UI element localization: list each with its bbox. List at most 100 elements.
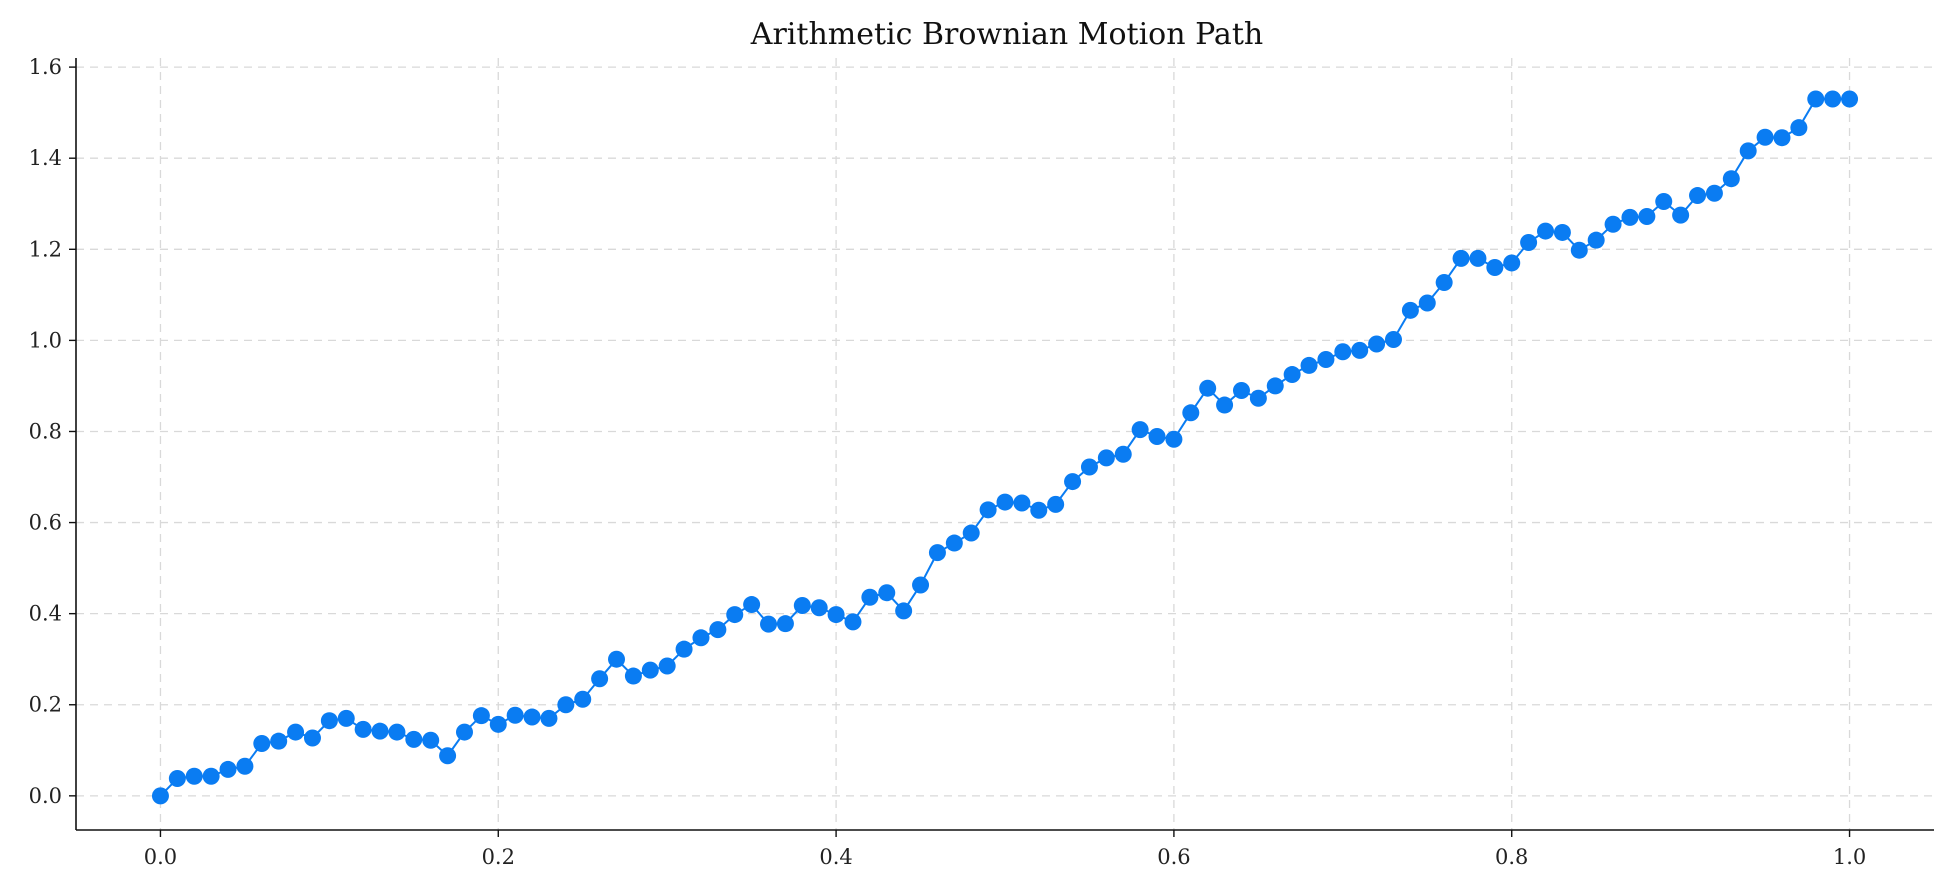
data-point [270,732,288,750]
data-point [1604,215,1622,233]
x-tick-label: 1.0 [1833,845,1866,869]
tick-labels: 0.0 0.2 0.4 0.6 0.8 1.0 1.2 1.4 1.6 0.0 0.2 0.4 0.6 0… [29,55,1867,869]
data-point [793,596,811,614]
data-point [945,534,963,552]
data-point [1199,379,1217,397]
data-point [489,715,507,733]
data-point [1824,90,1842,108]
data-point [1216,396,1234,414]
data-point [506,706,524,724]
data-point [692,629,710,647]
data-point [1705,184,1723,202]
y-tick-label: 0.2 [29,693,62,717]
data-point [1486,259,1504,277]
x-tick-label: 0.6 [1157,845,1190,869]
data-point [287,723,305,741]
data-point [878,584,896,602]
data-point [979,501,997,519]
data-point [202,767,220,785]
data-point [743,596,761,614]
data-point [354,720,372,738]
data-point [1756,128,1774,146]
data-point [1317,351,1335,369]
axes [69,58,1934,837]
data-point [1300,356,1318,374]
data-point [1384,330,1402,348]
data-point [1689,187,1707,205]
data-point [1587,231,1605,249]
data-point [219,760,237,778]
data-point [641,661,659,679]
y-tick-label: 0.8 [29,419,62,443]
data-point [1266,377,1284,395]
series-layer [151,90,1859,805]
data-point [1672,206,1690,224]
data-point [709,621,727,639]
data-point [1503,254,1521,272]
data-point [1638,207,1656,225]
data-point [388,723,406,741]
data-point [895,602,913,620]
data-point [1520,233,1538,251]
data-point [151,787,169,805]
data-point [928,544,946,562]
data-point [726,606,744,624]
data-point [1722,170,1740,188]
data-point [540,709,558,727]
data-point [861,588,879,606]
data-point [455,723,473,741]
data-point [1114,445,1132,463]
data-point [1553,223,1571,241]
data-point [371,722,389,740]
data-point [574,690,592,708]
data-point [1655,192,1673,210]
data-point [912,576,930,594]
data-point [1148,427,1166,445]
series-line-0 [159,97,1850,797]
y-tick-label: 0.6 [29,511,62,535]
data-point [557,696,575,714]
data-point [1351,341,1369,359]
data-point [658,657,676,675]
data-point [608,650,626,668]
x-tick-label: 0.4 [819,845,852,869]
y-tick-label: 1.0 [29,328,62,352]
data-point [1080,458,1098,476]
data-point [844,613,862,631]
y-tick-label: 1.4 [29,146,62,170]
grid [76,58,1934,830]
data-point [1165,430,1183,448]
data-point [1790,119,1808,137]
data-point [1283,366,1301,384]
y-tick-label: 0.4 [29,602,62,626]
data-point [303,729,321,747]
chart-title: Arithmetic Brownian Motion Path [750,17,1263,52]
data-point [962,524,980,542]
data-point [523,708,541,726]
data-point [1537,222,1555,240]
y-tick-label: 0.0 [29,784,62,808]
data-point [1841,90,1859,108]
data-point [1773,129,1791,147]
x-tick-label: 0.8 [1495,845,1528,869]
data-point [1064,473,1082,491]
x-tick-label: 0.2 [482,845,515,869]
data-point [1013,494,1031,512]
data-point [472,707,490,725]
y-tick-label: 1.6 [29,55,62,79]
data-point [1807,90,1825,108]
data-point [1182,404,1200,422]
data-point [1047,495,1065,513]
data-point [337,709,355,727]
data-point [1401,301,1419,319]
data-point [405,730,423,748]
data-point [168,770,186,788]
data-point [1030,501,1048,519]
data-point [1334,343,1352,361]
data-point [1418,294,1436,312]
data-point [1131,421,1149,439]
data-point [1368,335,1386,353]
data-point [810,599,828,617]
data-point [827,606,845,624]
